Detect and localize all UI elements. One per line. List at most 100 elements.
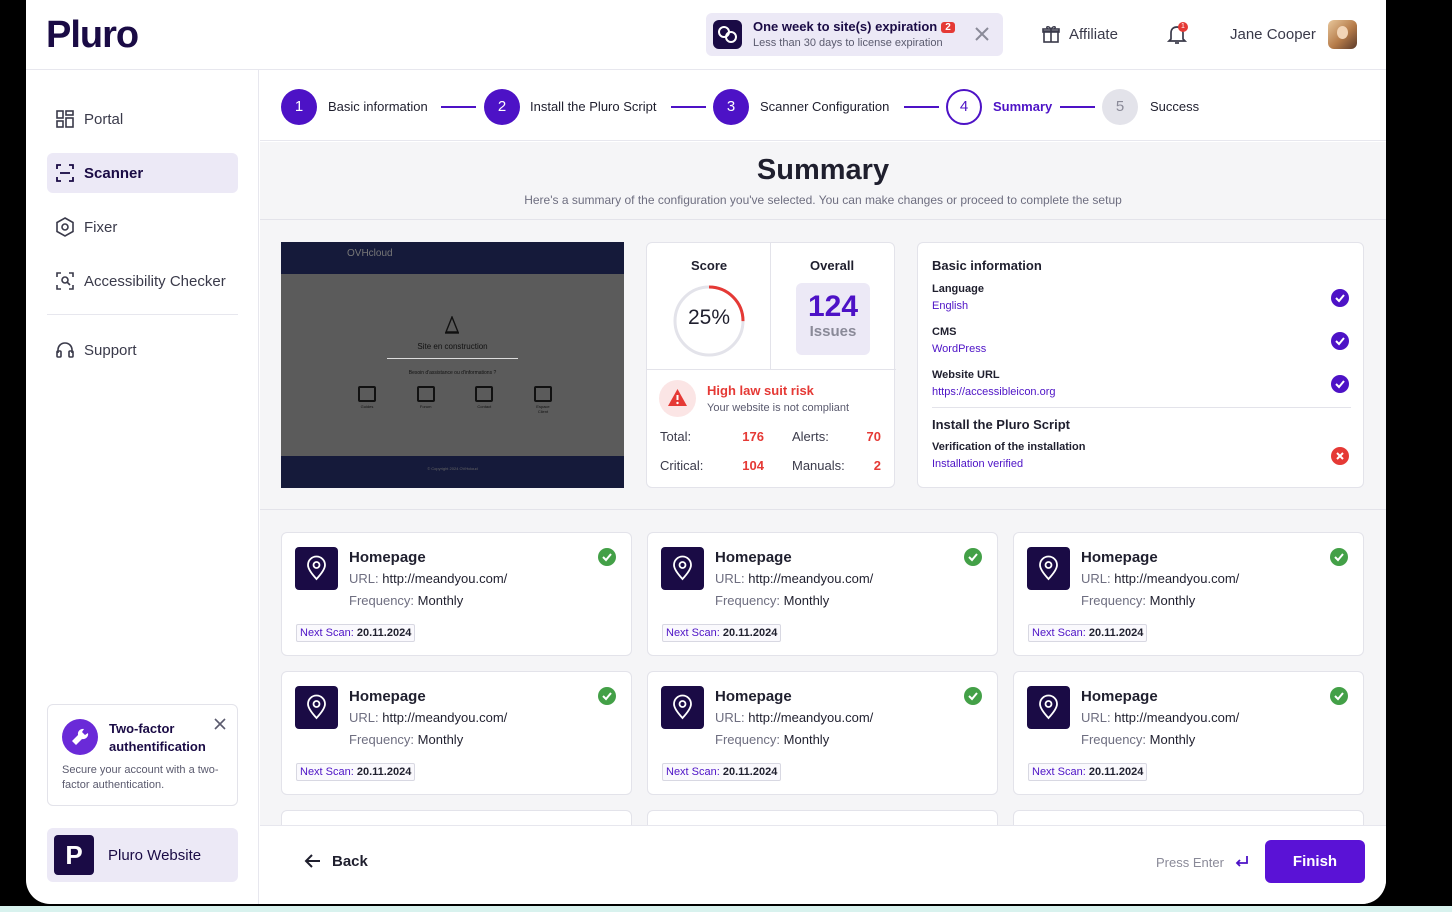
page-url: URL: http://meandyou.com/ (349, 710, 508, 725)
close-icon[interactable] (213, 717, 227, 731)
total-value: 176 (742, 429, 764, 444)
scanned-page-card[interactable] (647, 810, 998, 825)
expiry-title: One week to site(s) expiration 2 (753, 19, 955, 34)
location-pin-icon (1027, 547, 1070, 590)
user-name[interactable]: Jane Cooper (1230, 26, 1316, 43)
book-icon (358, 386, 376, 402)
grid-icon (56, 110, 74, 128)
page-subtitle: Here's a summary of the configuration yo… (524, 193, 1122, 207)
issues-count: 124 (807, 290, 859, 323)
scanned-page-card[interactable] (281, 810, 632, 825)
setup-stepper: 1 Basic information 2 Install the Pluro … (260, 71, 1386, 141)
preview-link: Contact (472, 386, 496, 412)
location-pin-icon (661, 547, 704, 590)
scanned-page-card[interactable]: Homepage URL: http://meandyou.com/ Frequ… (281, 532, 632, 656)
site-label: Pluro Website (108, 847, 202, 864)
two-factor-title: Two-factor authentification (109, 721, 206, 754)
headset-icon (56, 342, 74, 358)
page-url: URL: http://meandyou.com/ (715, 571, 874, 586)
step-1-circle[interactable]: 1 (281, 89, 317, 125)
step-3-label[interactable]: Scanner Configuration (760, 99, 890, 114)
step-5-circle[interactable]: 5 (1102, 89, 1138, 125)
page-url: URL: http://meandyou.com/ (1081, 571, 1240, 586)
affiliate-link[interactable]: Affiliate (1041, 24, 1118, 44)
page-frequency: Frequency: Monthly (715, 732, 830, 747)
avatar[interactable] (1328, 20, 1357, 49)
location-pin-icon (1027, 686, 1070, 729)
page-frequency: Frequency: Monthly (1081, 593, 1196, 608)
finish-button[interactable]: Finish (1265, 840, 1365, 883)
location-pin-icon (295, 547, 338, 590)
critical-label: Critical: (660, 458, 704, 473)
preview-title: Site en construction (417, 342, 488, 351)
back-button[interactable]: Back (304, 852, 368, 870)
step-2-label[interactable]: Install the Pluro Script (530, 99, 657, 114)
check-circle-icon (1330, 548, 1348, 566)
wrench-icon (62, 719, 98, 755)
page-url: URL: http://meandyou.com/ (349, 571, 508, 586)
cms-value[interactable]: WordPress (932, 343, 987, 355)
page-title-text: Homepage (715, 549, 792, 566)
scanned-page-card[interactable]: Homepage URL: http://meandyou.com/ Frequ… (647, 671, 998, 795)
sidebar-item-scanner[interactable]: Scanner (47, 153, 238, 193)
top-header: Pluro One week to site(s) expiration 2 Le… (26, 0, 1386, 70)
section-divider (260, 509, 1386, 510)
check-circle-icon (964, 548, 982, 566)
error-circle-icon (1331, 447, 1349, 465)
score-value: 25% (687, 306, 731, 329)
scanned-page-card[interactable]: Homepage URL: http://meandyou.com/ Frequ… (281, 671, 632, 795)
scanned-page-card[interactable]: Homepage URL: http://meandyou.com/ Frequ… (1013, 671, 1364, 795)
location-pin-icon (295, 686, 338, 729)
sidebar-item-fixer[interactable]: Fixer (47, 207, 238, 247)
page-frequency: Frequency: Monthly (1081, 732, 1196, 747)
score-gauge (673, 285, 745, 357)
expiry-notice[interactable]: One week to site(s) expiration 2 Less tha… (706, 13, 1003, 56)
alerts-value: 70 (866, 429, 881, 444)
traffic-cone-icon (444, 315, 460, 334)
scanned-page-card[interactable] (1013, 810, 1364, 825)
scanned-page-card[interactable]: Homepage URL: http://meandyou.com/ Frequ… (647, 532, 998, 656)
face-scan-icon (56, 272, 74, 290)
configuration-card: Basic information Language English CMS W… (917, 242, 1364, 488)
bell-icon[interactable] (1165, 22, 1189, 46)
step-4-circle[interactable]: 4 (946, 89, 982, 125)
score-card: Score 25% Overall 124 Issues High law su… (646, 242, 896, 488)
page-title-text: Homepage (349, 688, 426, 705)
main-content: Summary Here's a summary of the configur… (260, 142, 1386, 825)
check-circle-icon (964, 687, 982, 705)
section-divider (260, 219, 1386, 220)
check-circle-icon (1331, 375, 1349, 393)
page-frequency: Frequency: Monthly (349, 732, 464, 747)
site-switcher[interactable]: P Pluro Website (47, 828, 238, 882)
sidebar-divider (47, 314, 238, 315)
preview-link: Espace Client (531, 386, 555, 414)
step-2-circle[interactable]: 2 (484, 89, 520, 125)
alerts-label: Alerts: (792, 429, 829, 444)
person-icon (475, 386, 494, 402)
step-3-circle[interactable]: 3 (713, 89, 749, 125)
sidebar-item-support[interactable]: Support (47, 330, 238, 370)
sidebar-item-label: Scanner (84, 164, 144, 182)
expiry-count-badge: 2 (941, 22, 955, 33)
risk-title: High law suit risk (707, 383, 814, 398)
preview-brand: OVHcloud (347, 248, 393, 259)
card-divider (770, 243, 771, 369)
manuals-label: Manuals: (792, 458, 845, 473)
website-url-value[interactable]: https://accessibleicon.org (932, 386, 1056, 398)
preview-body: Site en construction Besoin d'assistance… (281, 274, 624, 456)
two-factor-card[interactable]: Two-factor authentification Secure your … (47, 704, 238, 806)
scanned-page-card[interactable]: Homepage URL: http://meandyou.com/ Frequ… (1013, 532, 1364, 656)
check-circle-icon (1330, 687, 1348, 705)
step-4-label[interactable]: Summary (993, 99, 1053, 114)
check-circle-icon (598, 687, 616, 705)
pluro-logo[interactable]: Pluro (46, 14, 139, 56)
sidebar-item-accessibility-checker[interactable]: Accessibility Checker (47, 261, 238, 301)
location-pin-icon (661, 686, 704, 729)
language-value[interactable]: English (932, 300, 969, 312)
step-1-label[interactable]: Basic information (328, 99, 428, 114)
step-5-label[interactable]: Success (1150, 99, 1200, 114)
affiliate-label: Affiliate (1069, 25, 1118, 43)
overall-label: Overall (810, 258, 855, 273)
sidebar-item-portal[interactable]: Portal (47, 99, 238, 139)
close-icon[interactable] (971, 23, 993, 45)
